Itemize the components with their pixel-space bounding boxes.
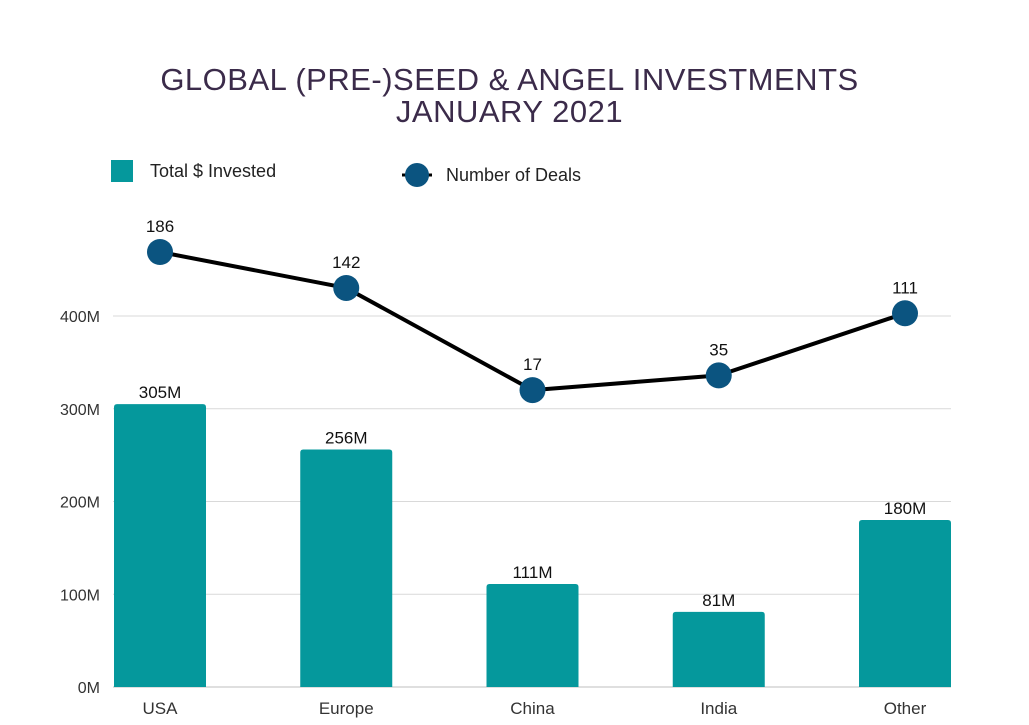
y-tick-label: 400M [60, 309, 100, 326]
bar-value-label: 180M [884, 499, 927, 518]
deals-point-other [892, 300, 918, 327]
legend-swatch-bar [111, 160, 133, 182]
chart-title-line2: JANUARY 2021 [395, 94, 624, 129]
deals-point-europe [333, 274, 360, 301]
y-tick-label: 200M [60, 495, 100, 512]
legend-label-number-of-deals: Number of Deals [446, 164, 582, 185]
legend-label-total-invested: Total $ Invested [150, 160, 277, 181]
bar-india [672, 611, 765, 687]
bar-other [859, 520, 951, 687]
deals-value-label: 142 [332, 253, 360, 272]
y-tick-label: 300M [60, 402, 100, 419]
bar-value-label: 256M [325, 429, 368, 448]
x-tick-label: Europe [319, 699, 374, 718]
deals-value-label: 111 [892, 278, 918, 297]
y-tick-label: 100M [60, 587, 100, 604]
x-tick-label: India [700, 699, 737, 718]
bar-usa [114, 404, 206, 687]
bar-europe [300, 449, 393, 687]
x-tick-label: China [510, 699, 555, 718]
deals-point-usa [147, 239, 173, 265]
deals-value-label: 35 [709, 340, 728, 359]
bar-value-label: 305M [139, 383, 182, 402]
x-tick-label: Other [884, 699, 927, 718]
chart-title-line1: GLOBAL (PRE-)SEED & ANGEL INVESTMENTS [160, 62, 859, 97]
legend-item-number-of-deals: Number of Deals [402, 160, 581, 190]
deals-point-china [519, 377, 546, 404]
bar-china [486, 584, 579, 687]
legend-marker-line [402, 160, 432, 190]
deals-value-label: 17 [523, 355, 542, 374]
deals-point-india [705, 362, 732, 389]
bar-value-label: 111M [512, 563, 552, 582]
y-tick-label: 0M [78, 680, 100, 697]
deals-value-label: 186 [146, 217, 174, 236]
legend-item-total-invested: Total $ Invested [111, 160, 276, 182]
x-tick-label: USA [143, 699, 179, 718]
bar-value-label: 81M [702, 591, 735, 610]
